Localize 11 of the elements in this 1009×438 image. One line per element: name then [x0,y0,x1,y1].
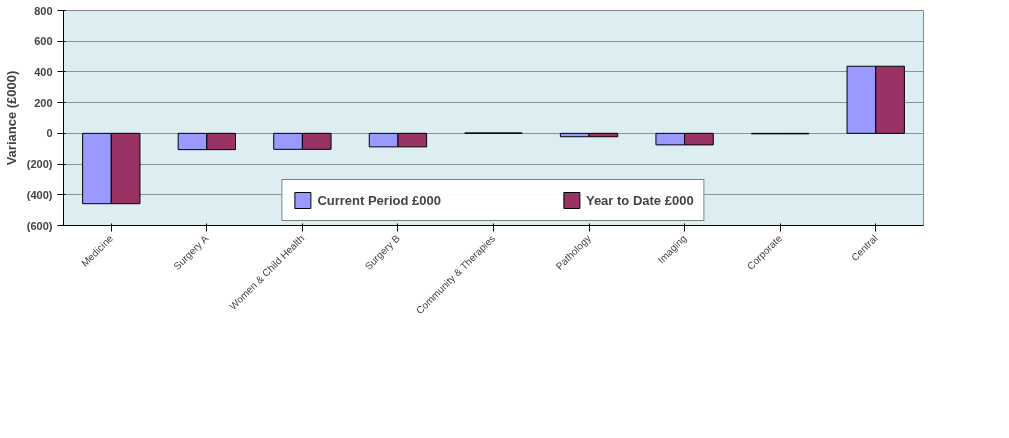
y-tick-label: 200 [34,96,53,109]
legend-label: Year to Date £000 [585,192,694,208]
y-tick-label: (200) [26,158,53,171]
legend-label: Current Period £000 [317,192,441,208]
y-tick-label: 800 [34,4,53,17]
y-tick-label: 0 [46,127,53,140]
y-tick-label: (400) [26,188,53,201]
y-tick-label: 600 [34,35,53,48]
y-tick-label: 400 [34,65,53,78]
y-tick-label: (600) [26,219,53,232]
y-axis-title: Variance (£000) [3,70,19,166]
